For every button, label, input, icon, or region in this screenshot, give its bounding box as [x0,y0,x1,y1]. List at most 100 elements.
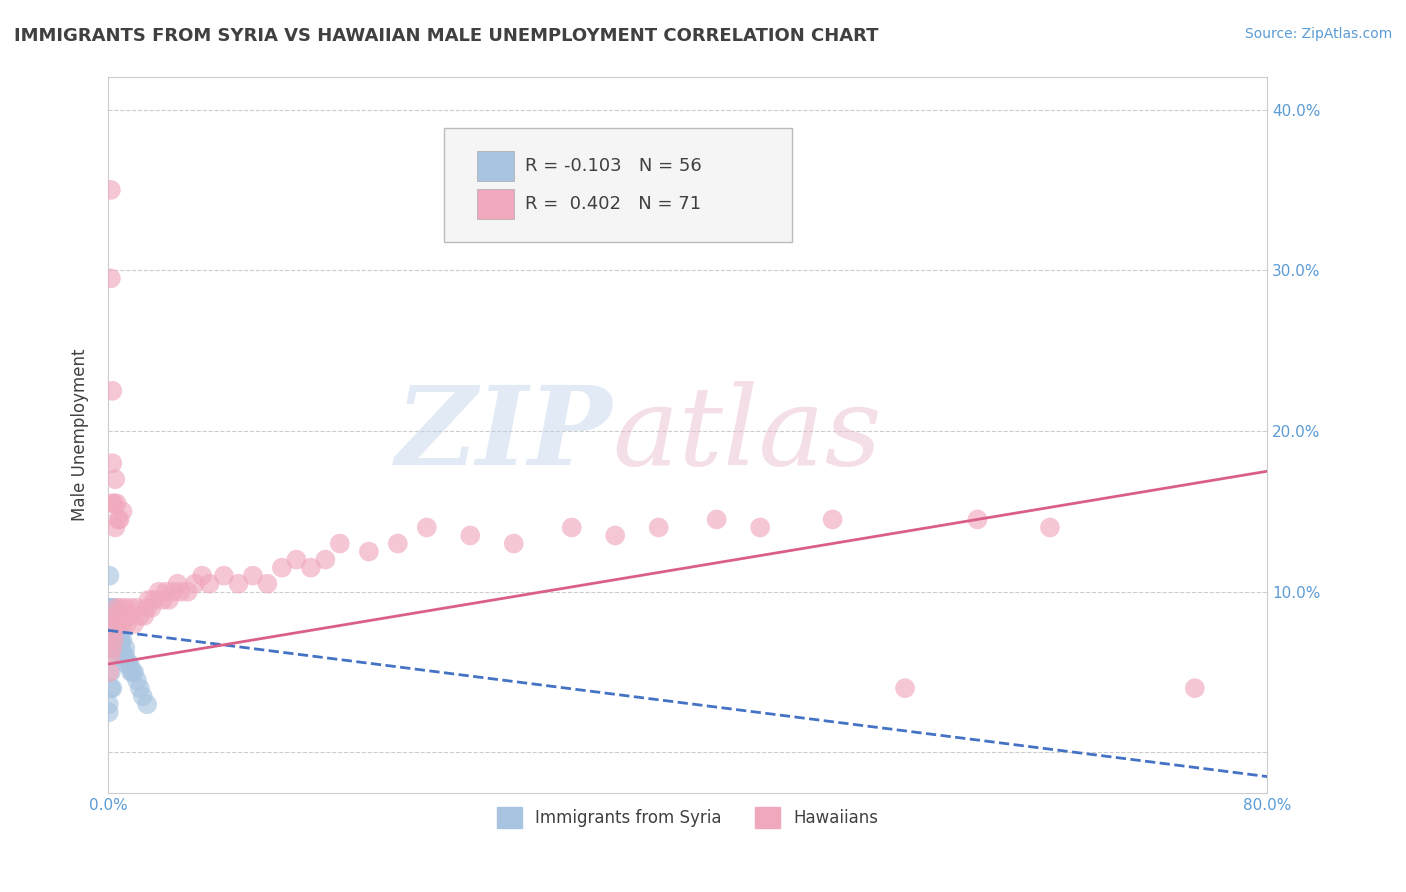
Point [100,608,122,623]
Point [104,640,127,655]
FancyBboxPatch shape [444,128,792,242]
Point [98,568,121,582]
Point [105,608,128,623]
Point [111,648,134,663]
Point [107,648,129,663]
Point [103,632,125,647]
Point [148,584,170,599]
Point [176,584,198,599]
Point [107,616,129,631]
Point [104,608,127,623]
Point [136,600,159,615]
Text: R =  0.402   N = 71: R = 0.402 N = 71 [526,195,702,213]
Point [387,536,409,550]
Point [103,640,125,655]
Point [122,616,145,631]
Point [97,706,120,720]
Point [105,640,128,655]
Point [821,512,844,526]
Point [169,584,191,599]
Point [134,608,156,623]
Point [110,632,132,647]
Point [212,568,235,582]
Point [125,673,148,687]
Point [98,600,121,615]
Point [101,616,124,631]
Point [111,632,134,647]
Point [108,632,131,647]
Point [103,624,125,639]
Point [100,600,122,615]
Point [256,576,278,591]
Point [198,576,221,591]
Point [115,657,138,671]
Point [128,608,150,623]
Point [101,624,124,639]
Point [101,608,124,623]
Point [110,600,132,615]
Point [100,616,122,631]
Point [97,698,120,712]
Point [104,616,127,631]
Point [242,568,264,582]
Point [143,592,166,607]
Point [101,496,124,510]
Text: R = -0.103   N = 56: R = -0.103 N = 56 [526,157,702,175]
Point [101,681,124,696]
Text: IMMIGRANTS FROM SYRIA VS HAWAIIAN MALE UNEMPLOYMENT CORRELATION CHART: IMMIGRANTS FROM SYRIA VS HAWAIIAN MALE U… [14,27,879,45]
Point [107,512,129,526]
Point [155,584,177,599]
Point [299,560,322,574]
Point [128,681,150,696]
Bar [477,151,513,181]
Point [458,528,481,542]
Text: Source: ZipAtlas.com: Source: ZipAtlas.com [1244,27,1392,41]
Point [647,520,669,534]
Point [104,520,127,534]
Point [101,600,124,615]
Point [285,552,308,566]
Text: ZIP: ZIP [395,381,612,489]
Point [605,528,627,542]
Point [1039,520,1062,534]
Point [104,632,127,647]
Point [502,536,524,550]
Point [706,512,728,526]
Point [108,512,131,526]
Point [114,640,136,655]
Point [103,600,125,615]
Point [120,665,142,679]
Point [107,624,129,639]
Point [122,665,145,679]
Point [416,520,439,534]
Point [100,681,122,696]
Legend: Immigrants from Syria, Hawaiians: Immigrants from Syria, Hawaiians [491,801,886,834]
Point [111,504,134,518]
Point [98,608,121,623]
Point [103,496,125,510]
Point [966,512,988,526]
Point [270,560,292,574]
Point [228,576,250,591]
Point [894,681,917,696]
Point [100,271,122,285]
Point [101,456,124,470]
Point [97,616,120,631]
Bar [477,189,513,219]
Point [98,665,121,679]
Point [101,632,124,647]
Point [115,616,138,631]
Point [103,616,125,631]
Point [105,624,128,639]
Point [152,592,174,607]
Y-axis label: Male Unemployment: Male Unemployment [72,349,89,521]
Point [108,624,131,639]
Point [107,616,129,631]
Point [114,648,136,663]
Point [111,616,134,631]
Point [100,632,122,647]
Point [162,584,184,599]
Point [104,616,127,631]
Point [157,592,180,607]
Point [112,648,135,663]
